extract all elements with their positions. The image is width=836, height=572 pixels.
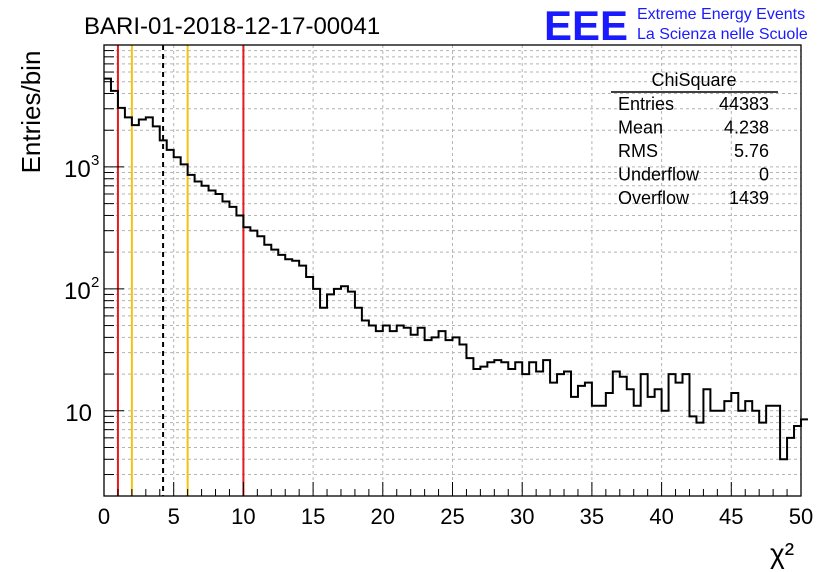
x-tick-label: 5 <box>168 504 180 529</box>
logo-line2: La Scienza nelle Scuole <box>637 26 808 43</box>
stats-value-mean: 4.238 <box>724 118 769 138</box>
y-tick-exponent: 3 <box>91 152 99 169</box>
x-tick-label: 10 <box>231 504 255 529</box>
x-tick-label: 25 <box>440 504 464 529</box>
x-tick-label: 30 <box>510 504 534 529</box>
chart-title: BARI-01-2018-12-17-00041 <box>84 13 380 40</box>
stats-label-mean: Mean <box>618 118 663 138</box>
logo-line1: Extreme Energy Events <box>637 6 805 23</box>
x-tick-label: 50 <box>789 504 813 529</box>
x-tick-label: 45 <box>719 504 743 529</box>
stats-label-overflow: Overflow <box>618 188 690 208</box>
y-tick-label: 10 <box>64 278 91 305</box>
stats-value-entries: 44383 <box>719 94 769 114</box>
grid-lines <box>104 44 801 497</box>
x-tick-label: 40 <box>649 504 673 529</box>
y-tick-exponent: 2 <box>91 274 99 291</box>
histogram-line <box>104 77 808 461</box>
x-tick-label: 35 <box>580 504 604 529</box>
stats-label-rms: RMS <box>618 141 658 161</box>
x-tick-label: 0 <box>98 504 110 529</box>
y-tick-label: 10 <box>65 400 92 427</box>
reference-lines <box>116 45 245 496</box>
y-tick-label: 10 <box>64 156 91 183</box>
x-axis-label: χ² <box>770 538 794 569</box>
x-tick-labels: 0 5 10 15 20 25 30 35 40 45 50 <box>98 504 813 529</box>
y-axis-label: Entries/bin <box>16 51 46 174</box>
stats-box: ChiSquare Entries 44383 Mean 4.238 RMS 5.76 Un… <box>611 70 778 208</box>
stats-value-overflow: 1439 <box>729 188 769 208</box>
stats-title: ChiSquare <box>651 70 736 90</box>
x-tick-label: 20 <box>371 504 395 529</box>
eee-logo: EEE Extreme Energy Events La Scienza nel… <box>544 2 808 49</box>
logo-mark: EEE <box>544 2 628 49</box>
axis-ticks <box>103 44 802 497</box>
x-tick-label: 15 <box>301 504 325 529</box>
stats-label-entries: Entries <box>618 94 674 114</box>
stats-label-underflow: Underflow <box>618 165 700 185</box>
stats-value-underflow: 0 <box>759 165 769 185</box>
stats-rows: Entries 44383 Mean 4.238 RMS 5.76 Underflow 0 Ov… <box>618 94 769 208</box>
stats-value-rms: 5.76 <box>734 141 769 161</box>
